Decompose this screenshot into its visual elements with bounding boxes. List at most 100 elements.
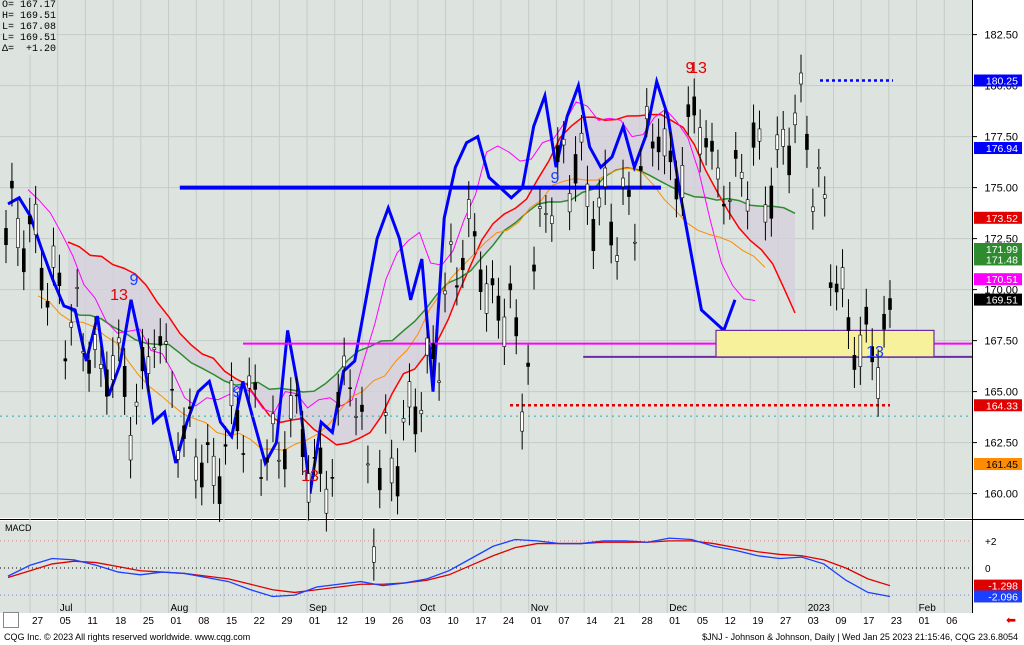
candle-body xyxy=(176,450,180,460)
candle-body xyxy=(532,264,536,272)
candle-body xyxy=(164,341,168,345)
candle-body xyxy=(372,546,376,563)
x-tick-label: 17 xyxy=(475,616,487,627)
sequence-marker: 13 xyxy=(866,344,884,361)
candle-body xyxy=(277,459,281,462)
candle-body xyxy=(775,134,780,150)
high-value: 169.51 xyxy=(20,11,57,22)
signal-line xyxy=(7,540,891,594)
candle-body xyxy=(69,322,74,328)
x-tick-label: 14 xyxy=(586,616,598,627)
x-tick-label: 07 xyxy=(558,616,570,627)
candle-body xyxy=(241,453,246,455)
candle-body xyxy=(591,219,596,251)
x-tick-label: 01 xyxy=(919,616,931,627)
candle-body xyxy=(514,317,519,337)
candle-body xyxy=(686,104,691,117)
candle-body xyxy=(235,410,240,432)
price-label-bg xyxy=(974,273,1022,286)
x-tick-label: 24 xyxy=(503,616,515,627)
x-tick-label: 03 xyxy=(420,616,432,627)
sequence-marker: 9 xyxy=(686,60,695,77)
open-label: O= xyxy=(2,0,15,11)
candle-body xyxy=(265,457,269,463)
candle-body xyxy=(146,356,151,374)
candle-body xyxy=(437,380,441,383)
candle-body xyxy=(846,317,851,331)
candle-body xyxy=(461,257,465,271)
corner-square[interactable] xyxy=(3,612,19,628)
candles xyxy=(4,54,892,581)
price-label-bg xyxy=(974,243,1022,256)
candle-body xyxy=(93,334,97,350)
candle-body xyxy=(288,395,293,420)
candle-body xyxy=(597,197,602,208)
high-label: H= xyxy=(2,11,15,22)
candle-body xyxy=(425,337,430,356)
candle-body xyxy=(656,136,661,153)
candle-body xyxy=(110,355,115,380)
candle-body xyxy=(194,456,198,481)
candle-body xyxy=(152,347,157,350)
candle-body xyxy=(472,231,477,237)
candle-body xyxy=(852,355,857,370)
candle-body xyxy=(4,228,8,246)
macd-value-label: -1.298 xyxy=(988,581,1018,593)
candle-body xyxy=(128,435,133,461)
price-line xyxy=(7,75,737,494)
copyright-text: CQG Inc. © 2023 All rights reserved worl… xyxy=(4,632,251,642)
candle-body xyxy=(383,412,388,416)
candle-body xyxy=(211,455,216,486)
x-tick-label: 05 xyxy=(697,616,709,627)
price-label-bg xyxy=(974,458,1022,471)
price-label-bg xyxy=(974,253,1022,266)
candle-body xyxy=(158,336,163,346)
macd-tick-label: 0 xyxy=(985,564,991,575)
scroll-left-arrow-icon[interactable]: ⬅ xyxy=(1006,613,1017,627)
x-tick-label: 01 xyxy=(171,616,183,627)
candle-body xyxy=(793,112,797,126)
y-tick-label: 172.50 xyxy=(984,234,1018,246)
candle-body xyxy=(615,255,619,262)
candle-body xyxy=(769,185,774,219)
candle-body xyxy=(122,365,127,397)
price-label-bg xyxy=(974,293,1022,306)
x-tick-label: 29 xyxy=(281,616,293,627)
candle-body xyxy=(45,301,50,308)
candle-body xyxy=(555,145,560,162)
candle-body xyxy=(330,477,335,479)
candle-body xyxy=(99,364,103,369)
candle-body xyxy=(57,272,62,287)
candle-body xyxy=(407,381,412,408)
candle-body xyxy=(567,193,572,213)
ohlc-readout: O= 167.17 H= 169.51 L= 167.08 L= 169.51 … xyxy=(2,0,57,55)
candle-body xyxy=(834,283,839,293)
price-label-bg xyxy=(974,74,1022,87)
candle-body xyxy=(75,287,79,289)
candle-body xyxy=(526,362,530,367)
x-tick-label: 27 xyxy=(32,616,44,627)
candle-body xyxy=(728,200,732,202)
candle-body xyxy=(377,467,382,491)
candle-body xyxy=(170,388,174,391)
month-label: Feb xyxy=(919,603,937,614)
candle-body xyxy=(324,488,329,514)
x-tick-label: 26 xyxy=(392,616,404,627)
low-label: L= xyxy=(2,22,15,33)
candle-body xyxy=(805,133,809,150)
candle-body xyxy=(745,199,750,212)
price-label: 171.99 xyxy=(986,244,1018,256)
open-value: 167.17 xyxy=(20,0,57,11)
sequence-marker: 13 xyxy=(110,287,128,304)
macd-panel-bg xyxy=(0,521,972,613)
candle-body xyxy=(217,476,222,504)
candle-body xyxy=(858,334,863,367)
candle-body xyxy=(87,359,91,374)
price-label-bg xyxy=(974,399,1022,412)
candle-body xyxy=(704,138,708,148)
candle-body xyxy=(199,462,204,488)
candle-body xyxy=(455,285,459,288)
candle-body xyxy=(342,355,346,368)
candle-body xyxy=(336,391,341,408)
x-tick-label: 28 xyxy=(642,616,654,627)
